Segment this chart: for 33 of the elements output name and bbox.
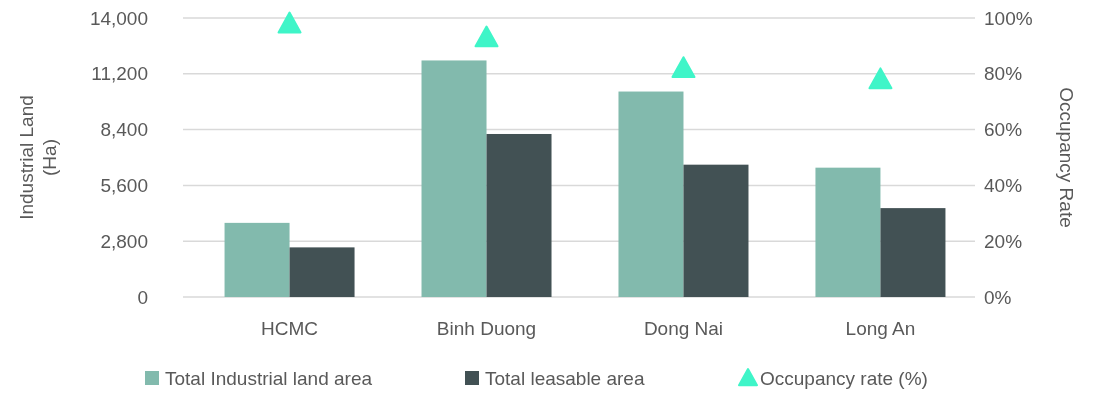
point [277,11,302,34]
legend-label: Total Industrial land area [165,368,373,389]
bar [224,222,290,297]
x-tick-label: Dong Nai [643,318,724,339]
bar [289,247,355,297]
y2-axis-title: Occupancy Rate [1056,87,1077,228]
bar [683,164,749,297]
y2-tick-label: 20% [984,230,1023,252]
y-tick-label: 8,400 [100,119,148,141]
bar [880,208,946,297]
y-tick-label: 0 [137,286,148,308]
point [474,25,499,48]
bar [815,167,881,297]
y2-tick-label: 0% [984,286,1012,308]
y-axis-title: Industrial Land (Ha) [16,95,60,220]
x-tick-label: HCMC [261,318,319,339]
y-tick-label: 14,000 [89,7,148,29]
x-tick-label: Binh Duong [436,318,537,339]
y2-tick-label: 100% [984,7,1033,29]
x-tick-label: Long An [845,318,916,339]
bar [486,133,552,297]
y2-tick-label: 60% [984,119,1023,141]
bar [421,60,487,297]
y-tick-label: 5,600 [100,175,148,197]
legend-label: Occupancy rate (%) [760,368,928,389]
y2-tick-label: 80% [984,63,1023,85]
y-tick-label: 2,800 [100,230,148,252]
point [868,67,893,90]
point [671,56,696,79]
bar [618,91,684,297]
y2-tick-label: 40% [984,175,1023,197]
legend-label: Total leasable area [485,368,645,389]
y-tick-label: 11,200 [91,63,148,85]
